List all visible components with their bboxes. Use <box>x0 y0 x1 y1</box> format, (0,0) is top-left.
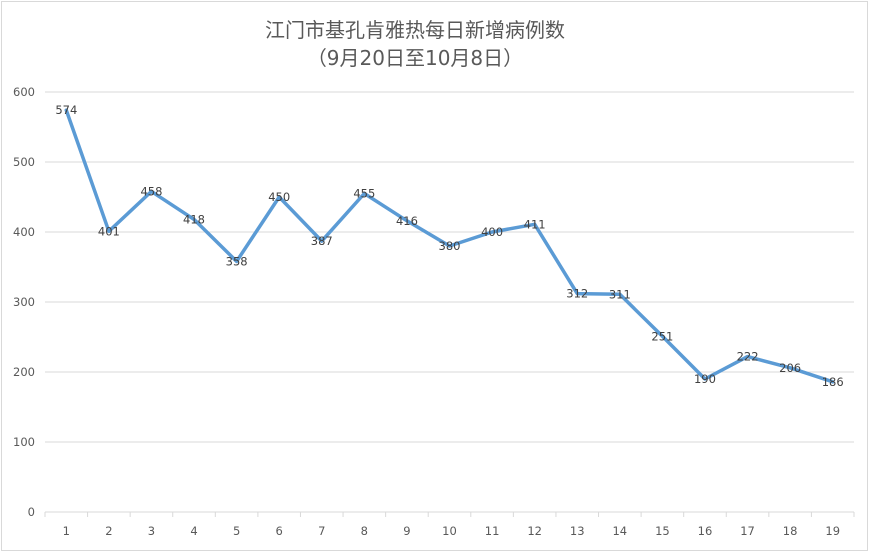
x-tick-label: 11 <box>485 524 500 538</box>
x-tick-label: 1 <box>63 524 70 538</box>
y-tick-label: 100 <box>13 435 35 449</box>
x-tick-label: 15 <box>655 524 670 538</box>
x-tick-label: 10 <box>442 524 457 538</box>
chart-subtitle: （9月20日至10月8日） <box>306 46 524 70</box>
data-label: 186 <box>822 375 844 389</box>
x-tick-label: 16 <box>698 524 713 538</box>
data-label: 311 <box>609 287 631 301</box>
y-tick-label: 600 <box>13 85 35 99</box>
data-label: 222 <box>737 350 759 364</box>
y-tick-label: 300 <box>13 295 35 309</box>
x-tick-label: 5 <box>233 524 240 538</box>
data-labels: 574 401 458 418 358 450 387 455 416 380 400 411 312 3… <box>55 103 843 389</box>
y-tick-label: 500 <box>13 155 35 169</box>
chart-title: 江门市基孔肯雅热每日新增病例数 （9月20日至10月8日） <box>0 16 830 72</box>
x-tick-label: 12 <box>527 524 542 538</box>
data-label: 411 <box>524 217 546 231</box>
data-label: 387 <box>311 234 333 248</box>
x-tick-label: 7 <box>318 524 325 538</box>
data-label: 206 <box>779 361 801 375</box>
data-label: 400 <box>481 225 503 239</box>
x-tick-label: 14 <box>612 524 627 538</box>
x-axis: 1 2 3 4 5 6 7 8 9 10 11 12 13 14 15 16 17 18 19 <box>44 512 855 538</box>
series-line <box>64 108 835 384</box>
data-label: 458 <box>140 184 162 198</box>
data-label: 574 <box>55 103 77 117</box>
data-label: 418 <box>183 212 205 226</box>
data-label: 401 <box>98 224 120 238</box>
data-label: 455 <box>353 187 375 201</box>
x-tick-label: 9 <box>403 524 410 538</box>
x-tick-label: 8 <box>361 524 368 538</box>
data-label: 190 <box>694 372 716 386</box>
data-label: 251 <box>651 329 673 343</box>
data-label: 312 <box>566 287 588 301</box>
data-label: 450 <box>268 190 290 204</box>
x-tick-label: 18 <box>783 524 798 538</box>
x-tick-label: 13 <box>570 524 585 538</box>
data-label: 416 <box>396 214 418 228</box>
chart-title-main: 江门市基孔肯雅热每日新增病例数 <box>265 18 565 42</box>
x-tick-label: 4 <box>190 524 197 538</box>
y-axis: 0 100 200 300 400 500 600 <box>13 85 35 519</box>
x-tick-label: 3 <box>148 524 155 538</box>
y-tick-label: 0 <box>28 505 35 519</box>
x-tick-label: 6 <box>276 524 283 538</box>
y-tick-label: 400 <box>13 225 35 239</box>
x-tick-label: 2 <box>105 524 112 538</box>
data-series <box>64 108 835 384</box>
y-tick-label: 200 <box>13 365 35 379</box>
x-tick-label: 19 <box>825 524 840 538</box>
gridlines <box>45 91 854 513</box>
data-label: 380 <box>439 239 461 253</box>
data-label: 358 <box>226 254 248 268</box>
x-tick-label: 17 <box>740 524 755 538</box>
